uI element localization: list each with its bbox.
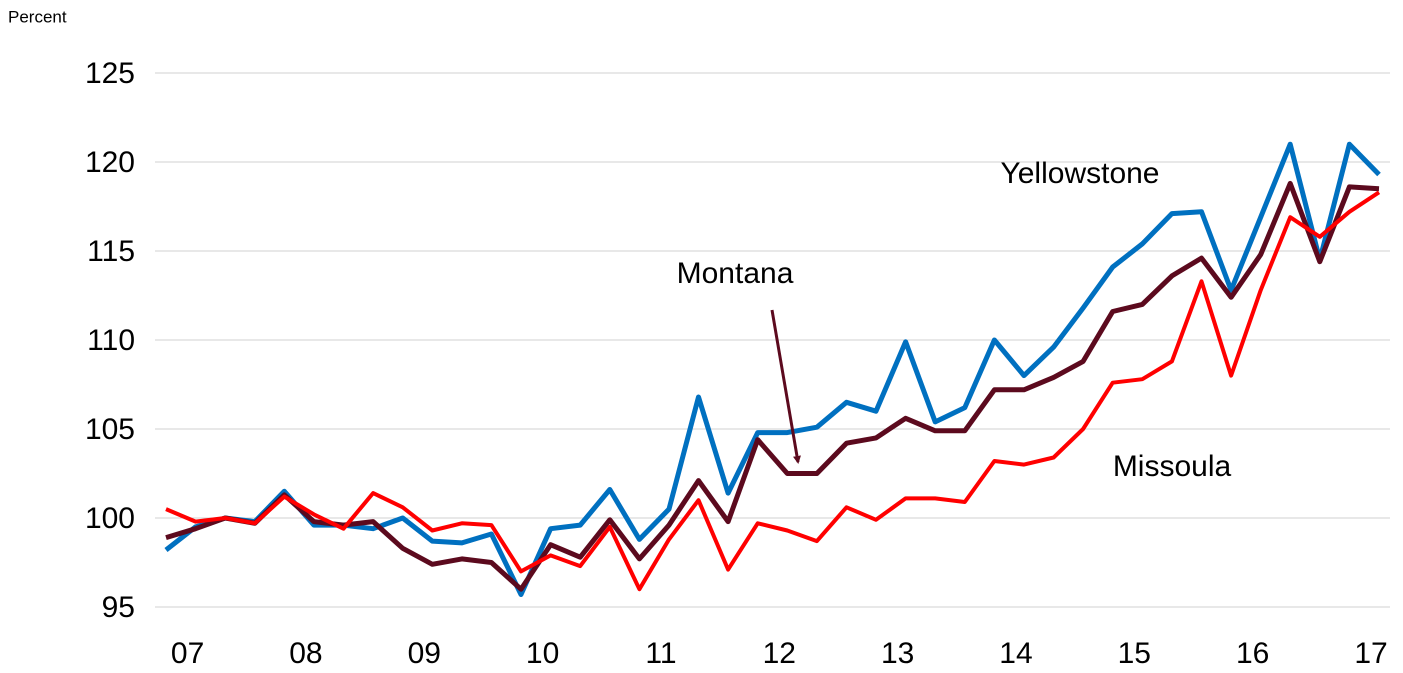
y-tick-label: 100 <box>85 502 135 535</box>
x-tick-label: 17 <box>1354 637 1387 670</box>
x-tick-label: 13 <box>881 637 914 670</box>
series-label: Missoula <box>1113 450 1232 483</box>
series-label: Yellowstone <box>1000 157 1159 190</box>
x-tick-label: 07 <box>171 637 204 670</box>
y-tick-label: 115 <box>87 235 135 268</box>
y-tick-label: 105 <box>85 413 135 446</box>
y-tick-label: 120 <box>85 146 135 179</box>
annotation-arrow <box>770 309 801 464</box>
series-line <box>164 141 1381 597</box>
series-line <box>165 190 1381 592</box>
y-tick-label: 110 <box>87 324 135 357</box>
x-tick-label: 10 <box>526 637 559 670</box>
x-tick-label: 11 <box>645 637 676 670</box>
x-tick-label: 09 <box>408 637 441 670</box>
y-tick-label: 95 <box>102 591 135 624</box>
x-tick-label: 08 <box>289 637 322 670</box>
x-tick-label: 15 <box>1118 637 1151 670</box>
y-axis-label: Percent <box>8 7 67 26</box>
y-tick-label: 125 <box>85 57 135 90</box>
x-tick-label: 14 <box>999 637 1032 670</box>
x-tick-label: 12 <box>763 637 796 670</box>
series-label: Montana <box>677 257 794 290</box>
series-line <box>165 180 1380 592</box>
x-tick-label: 16 <box>1236 637 1269 670</box>
